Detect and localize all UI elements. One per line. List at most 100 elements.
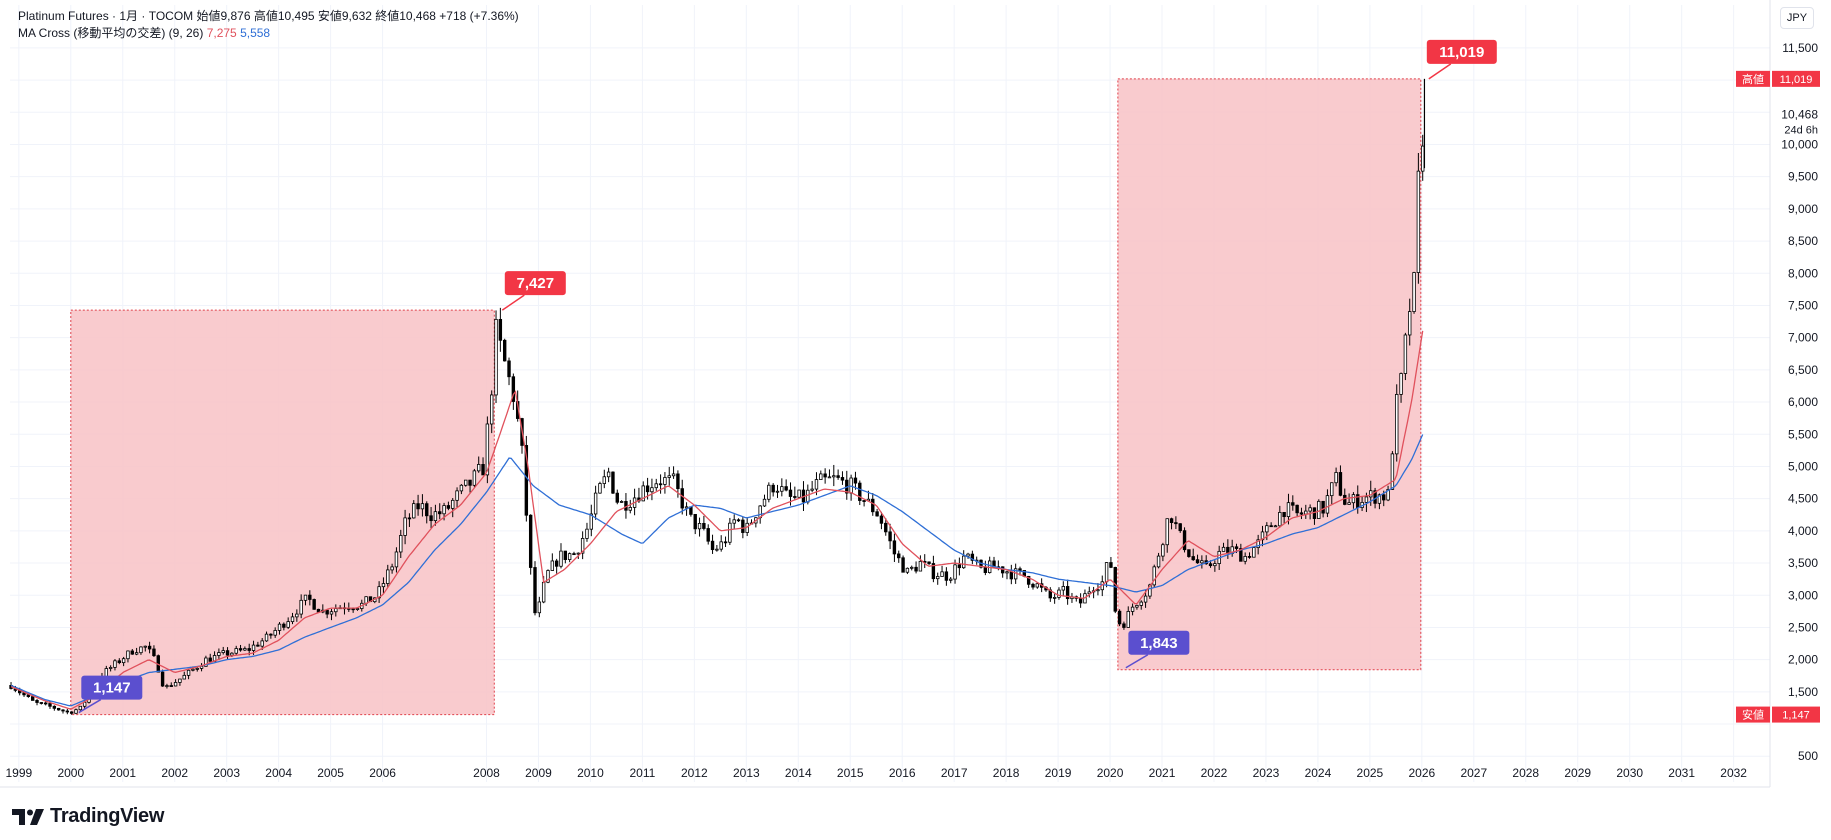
candle-down (572, 553, 576, 556)
high-price-tag-word-box (1736, 70, 1770, 87)
price-axis-label: 7,000 (1788, 331, 1818, 345)
low-price-tag-value-box (1772, 706, 1820, 723)
candle-down (256, 644, 260, 647)
candle-down (784, 486, 788, 491)
candle-down (836, 475, 840, 478)
time-axis-label: 2018 (993, 766, 1020, 780)
candle-up (173, 682, 178, 687)
candle-up (832, 475, 836, 478)
time-axis-label: 2027 (1460, 766, 1487, 780)
candle-up (113, 660, 117, 668)
price-axis-label: 2,500 (1788, 620, 1818, 634)
candle-up (1421, 145, 1425, 172)
candle-up (814, 479, 819, 490)
candle-down (957, 564, 962, 569)
candle-down (351, 608, 355, 611)
price-axis-label: 11,500 (1782, 41, 1818, 55)
candle-up (619, 501, 624, 503)
candle-down (1026, 575, 1031, 585)
candle-up (1156, 555, 1161, 568)
candle-up (191, 668, 195, 671)
time-axis-label: 2031 (1668, 766, 1695, 780)
candle-down (438, 511, 442, 515)
candle-up (490, 394, 494, 425)
candle-up (1213, 563, 1217, 567)
candle-down (238, 648, 243, 651)
candle-down (498, 318, 503, 341)
tradingview-logo[interactable]: TradingView (12, 805, 164, 828)
candle-up (1286, 502, 1291, 518)
candle-up (251, 644, 256, 651)
range-high-label-text: 7,427 (517, 275, 555, 292)
candle-up (546, 570, 550, 583)
candle-down (1269, 525, 1273, 528)
candle-up (628, 507, 632, 511)
candle-up (459, 484, 464, 492)
candle-down (468, 479, 472, 486)
candle-up (1334, 472, 1338, 484)
candle-up (819, 473, 823, 480)
price-axis-label: 8,000 (1788, 266, 1818, 280)
candle-down (1191, 556, 1195, 561)
time-axis-label: 2024 (1305, 766, 1332, 780)
candle-up (1035, 583, 1040, 588)
candle-down (1282, 512, 1286, 518)
candle-up (1308, 507, 1312, 512)
candle-down (56, 707, 61, 711)
candle-down (853, 477, 858, 484)
candle-down (429, 515, 433, 522)
candle-down (43, 702, 48, 705)
candle-up (494, 318, 498, 396)
candle-down (970, 553, 975, 561)
candle-down (160, 671, 165, 687)
candle-down (1117, 610, 1122, 625)
high-price-tag-word: 高値 (1742, 72, 1764, 86)
time-axis-label: 2001 (109, 766, 136, 780)
candle-down (1321, 500, 1325, 514)
range-high-label-pointer (501, 294, 525, 311)
range-high-label: 11,019 (1426, 39, 1497, 80)
candle-up (1412, 272, 1416, 312)
candle-down (325, 609, 329, 615)
candle-down (858, 482, 862, 501)
candle-up (905, 567, 910, 573)
candle-up (1325, 495, 1330, 514)
candle-down (1247, 556, 1252, 558)
time-axis-label: 2003 (213, 766, 240, 780)
range-low-label-pointer (1125, 654, 1149, 669)
candle-up (74, 709, 78, 714)
price-axis-label: 6,500 (1788, 363, 1818, 377)
candle-down (1239, 548, 1243, 562)
currency-button[interactable]: JPY (1780, 7, 1814, 29)
candle-up (1260, 531, 1265, 541)
candle-up (732, 519, 736, 524)
candle-down (884, 522, 888, 533)
candle-up (806, 489, 810, 503)
ma-fast-line (10, 330, 1424, 710)
candle-up (1221, 546, 1226, 552)
candle-up (139, 646, 143, 654)
candle-up (412, 503, 416, 519)
candle-up (663, 477, 667, 485)
price-axis-label: 10,000 (1781, 137, 1818, 151)
price-axis-label: 500 (1798, 749, 1818, 763)
candle-up (775, 490, 780, 493)
time-axis-label: 2004 (265, 766, 292, 780)
candle-down (312, 599, 316, 610)
candle-up (1395, 394, 1399, 455)
candle-down (554, 560, 559, 567)
candle-up (477, 464, 481, 472)
price-axis-label: 9,000 (1788, 202, 1818, 216)
ma-slow-line (10, 434, 1424, 707)
candle-up (606, 471, 611, 478)
price-axis-label: 7,500 (1788, 298, 1818, 312)
candle-down (39, 702, 44, 704)
candle-down (1291, 502, 1295, 506)
candle-down (425, 503, 429, 517)
candle-down (308, 594, 312, 600)
candle-down (65, 710, 70, 713)
candle-up (230, 652, 234, 656)
ma-cross-legend: MA Cross (移動平均の交差) (9, 26) 7,275 5,558 (18, 24, 270, 41)
candle-up (559, 550, 563, 567)
